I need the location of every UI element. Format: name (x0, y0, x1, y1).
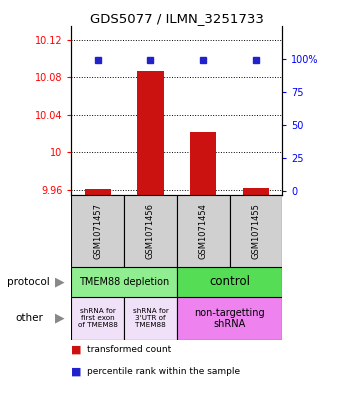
Text: ▶: ▶ (55, 275, 64, 288)
Text: non-targetting
shRNA: non-targetting shRNA (194, 308, 265, 329)
Text: GSM1071457: GSM1071457 (93, 203, 102, 259)
Bar (71, 297, 124, 340)
Bar (137, 71, 164, 195)
Bar (177, 195, 230, 267)
Text: ■: ■ (71, 345, 82, 355)
Bar (71, 195, 124, 267)
Bar (124, 195, 177, 267)
Text: GSM1071455: GSM1071455 (251, 203, 260, 259)
Text: GSM1071456: GSM1071456 (146, 203, 155, 259)
Bar (230, 195, 282, 267)
Text: transformed count: transformed count (87, 345, 171, 354)
Text: ▶: ▶ (55, 312, 64, 325)
Bar (243, 188, 269, 195)
Text: GDS5077 / ILMN_3251733: GDS5077 / ILMN_3251733 (90, 12, 264, 25)
Text: TMEM88 depletion: TMEM88 depletion (79, 277, 169, 287)
Bar (177, 267, 282, 297)
Text: ■: ■ (71, 366, 82, 376)
Bar (124, 297, 177, 340)
Text: shRNA for
3'UTR of
TMEM88: shRNA for 3'UTR of TMEM88 (133, 309, 168, 328)
Text: percentile rank within the sample: percentile rank within the sample (87, 367, 240, 376)
Text: protocol: protocol (7, 277, 50, 287)
Text: other: other (15, 313, 43, 323)
Text: control: control (209, 275, 250, 288)
Text: shRNA for
first exon
of TMEM88: shRNA for first exon of TMEM88 (78, 309, 118, 328)
Bar (177, 297, 282, 340)
Bar (85, 189, 111, 195)
Text: GSM1071454: GSM1071454 (199, 203, 208, 259)
Bar (190, 132, 216, 195)
Bar (71, 267, 177, 297)
